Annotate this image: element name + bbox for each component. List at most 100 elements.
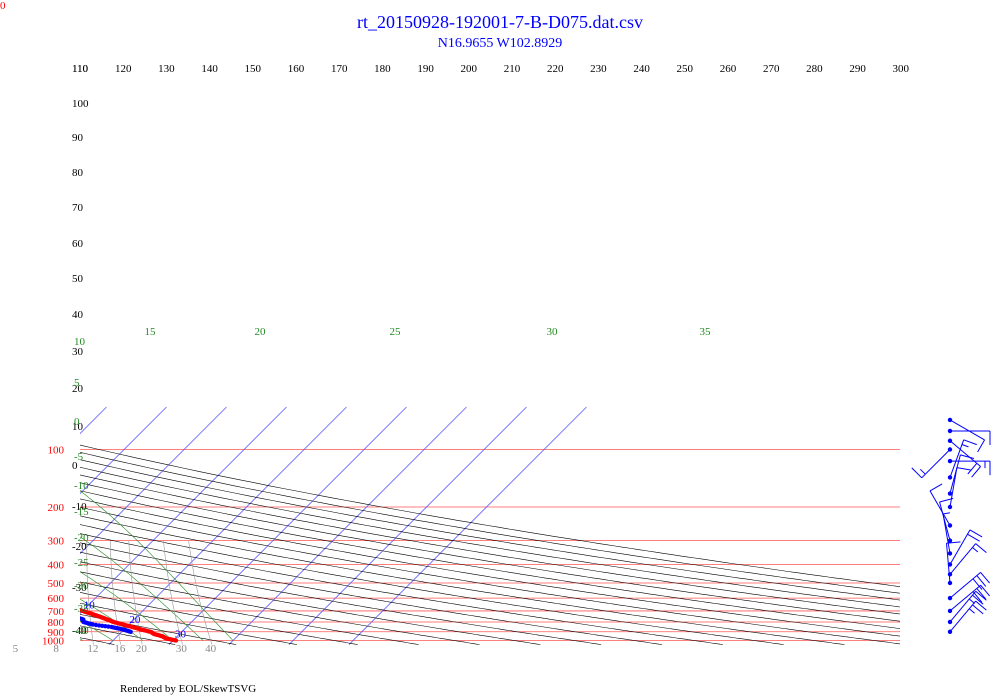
dewpoint-point <box>14 597 18 601</box>
temperature-point <box>24 582 28 586</box>
wind-barb-dot <box>947 458 953 464</box>
theta-left-label: 60 <box>72 238 84 250</box>
temperature-point <box>30 586 34 590</box>
mixing-ratio-label: 40 <box>205 643 217 655</box>
isobar-label: 300 <box>48 536 65 548</box>
moist-adiabat-line <box>80 571 174 641</box>
wind-barb <box>939 497 954 543</box>
isotherm-line <box>80 406 167 495</box>
mixing-ratio-label: 8 <box>53 643 59 655</box>
dry-adiabat-line <box>80 592 358 645</box>
dewpoint-point <box>26 585 30 589</box>
theta-left-label: 70 <box>72 202 84 214</box>
wind-barb <box>946 541 961 586</box>
theta-top-label: 280 <box>806 63 823 75</box>
temperature-point <box>20 579 24 583</box>
dewpoint-point <box>25 601 29 605</box>
theta-top-label: 190 <box>417 63 434 75</box>
isobar-label: 800 <box>48 617 65 629</box>
temperature-point <box>17 577 21 581</box>
dewpoint-point <box>66 613 70 617</box>
moist-adiabat-label: 30 <box>547 326 559 338</box>
dewpoint-point <box>13 595 17 599</box>
temperature-point <box>32 587 36 591</box>
wind-barb-staff <box>949 590 977 623</box>
wind-barb-dot <box>947 417 953 423</box>
dewpoint-point <box>21 584 25 588</box>
moist-adiabat-label: -30 <box>74 580 89 592</box>
theta-top-label: 210 <box>504 63 521 75</box>
temperature-point <box>80 607 82 613</box>
temperature-point <box>28 584 32 588</box>
isotherm-label: 30 <box>175 629 187 641</box>
moist-adiabat-label: -5 <box>74 451 84 463</box>
mixing-ratio-line <box>15 541 19 645</box>
dewpoint-point <box>24 600 28 604</box>
moist-adiabat-label: 35 <box>700 326 712 338</box>
theta-left-label: 30 <box>72 346 84 358</box>
temperature-point <box>40 592 44 596</box>
wind-barb-staff <box>949 439 965 478</box>
theta-top-label: 270 <box>763 63 780 75</box>
dewpoint-point <box>25 591 29 595</box>
dewpoint-point <box>30 603 34 607</box>
wind-barb-flag <box>980 584 990 597</box>
wind-barb <box>947 584 990 614</box>
isotherm-line <box>108 406 347 645</box>
moist-adiabat-label: 5 <box>74 377 80 389</box>
wind-barb-staff <box>949 584 981 612</box>
dewpoint-point <box>21 599 25 603</box>
dewpoint-point <box>37 605 41 609</box>
wind-barb-flag <box>972 578 983 590</box>
theta-top-label: 250 <box>677 63 694 75</box>
temperature-point <box>37 591 41 595</box>
mixing-ratio-label: 16 <box>114 643 126 655</box>
temperature-point <box>43 594 47 598</box>
temperature-point <box>65 604 69 608</box>
temperature-point <box>0 567 3 571</box>
dewpoint-point <box>19 592 23 596</box>
isotherm-line <box>228 406 467 645</box>
wind-barb-staff <box>949 419 985 441</box>
wind-barb-flag <box>963 439 977 446</box>
dewpoint-point <box>80 616 81 620</box>
wind-barb-flag <box>943 512 950 515</box>
wind-barb <box>947 458 991 476</box>
temperature-point <box>15 577 19 581</box>
wind-barb <box>947 572 990 601</box>
moist-adiabat-label: 20 <box>255 326 267 338</box>
mixing-ratio-line <box>110 540 121 645</box>
mixing-ratio-line <box>86 540 94 645</box>
wind-barb <box>929 483 953 528</box>
temperature-point <box>5 571 9 575</box>
wind-barb-flag <box>975 590 987 601</box>
temperature-point <box>0 568 4 572</box>
theta-top-label: 200 <box>461 63 478 75</box>
dewpoint-point <box>15 582 19 586</box>
theta-left-label: -10 <box>72 501 87 513</box>
wind-barb <box>947 467 971 510</box>
dry-adiabat-line <box>80 614 237 645</box>
temperature-point <box>29 585 33 589</box>
temperature-point <box>80 608 81 611</box>
wind-barb-staff <box>929 490 951 526</box>
isobar-label: 1000 <box>42 636 65 648</box>
temperature-point <box>26 583 30 587</box>
theta-top-label: 160 <box>288 63 305 75</box>
isotherm-line <box>348 406 587 645</box>
wind-barb-flag <box>972 547 979 553</box>
wind-barb <box>947 439 977 480</box>
dewpoint-point <box>31 590 35 594</box>
theta-left-label: -20 <box>72 541 87 553</box>
wind-barb <box>911 447 953 479</box>
dewpoint-point <box>22 592 26 596</box>
dewpoint-point <box>2 579 6 583</box>
temperature-point <box>25 582 29 586</box>
temperature-point <box>38 591 42 595</box>
corner-label: 0 <box>0 0 6 12</box>
dewpoint-point <box>39 605 43 609</box>
wind-barb-flag <box>956 467 971 471</box>
temperature-point <box>0 567 2 571</box>
wind-barb-staff <box>942 513 951 554</box>
theta-top-label: 300 <box>893 63 910 75</box>
